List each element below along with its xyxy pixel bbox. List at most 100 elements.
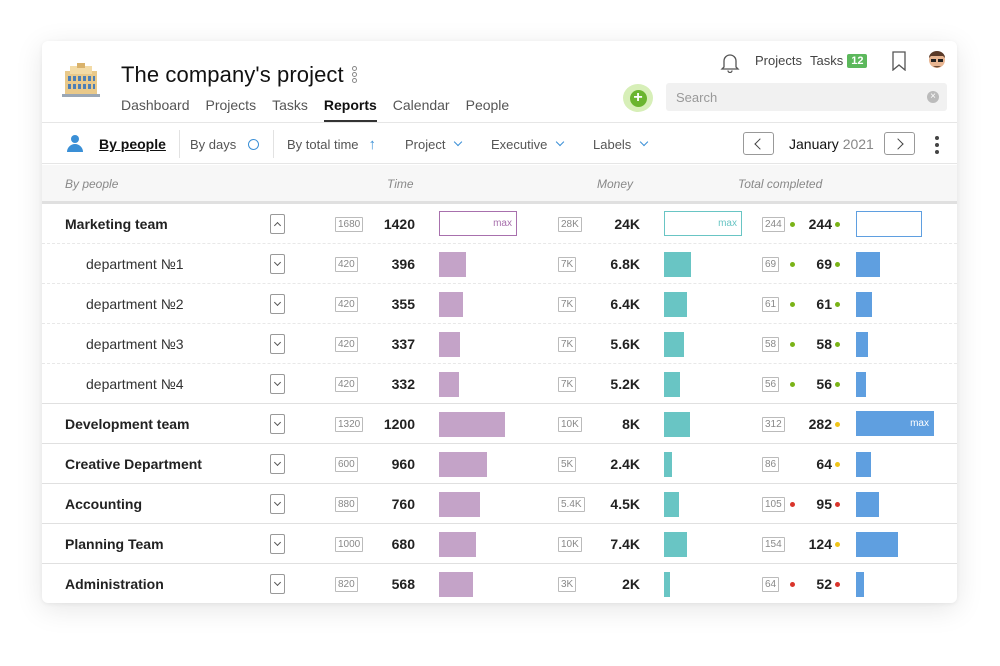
by-people-tab[interactable]: By people (99, 136, 166, 152)
chevron-down-icon[interactable] (270, 254, 285, 274)
executive-dropdown-label: Executive (491, 136, 548, 152)
project-dropdown-label: Project (405, 136, 446, 152)
nav-reports[interactable]: Reports (323, 97, 377, 122)
toggle-arrow (273, 418, 282, 427)
money-value: 5.6K (602, 324, 640, 364)
labels-dropdown[interactable]: Labels (593, 123, 649, 165)
time-capacity: 820 (335, 564, 358, 603)
clear-search-icon[interactable]: × (927, 91, 939, 103)
done-capacity-value: 244 (762, 216, 785, 232)
time-value-text: 1420 (383, 216, 415, 232)
time-capacity-value: 420 (335, 376, 358, 392)
status-dot (835, 364, 840, 404)
table-row[interactable]: Creative Department 600 960 5K 2.4K 86 64 (42, 443, 957, 483)
done-value-text: 244 (808, 216, 832, 232)
table-row[interactable]: Marketing team 1680 1420 max 28K 24K max 244 244 (42, 203, 957, 243)
more-options-icon[interactable] (935, 136, 939, 157)
status-dot-mark (790, 221, 795, 227)
money-value-text: 8K (622, 416, 640, 432)
money-capacity-value: 7K (558, 376, 577, 392)
expand-toggle[interactable] (270, 444, 285, 484)
expand-toggle[interactable] (270, 204, 285, 244)
nav-projects[interactable]: Projects (205, 97, 257, 113)
time-bar-max: max (439, 211, 517, 236)
table-row[interactable]: Accounting 880 760 5.4K 4.5K 105 95 (42, 483, 957, 523)
time-bar (439, 572, 473, 597)
status-dot-mark (835, 261, 840, 267)
chevron-down-icon[interactable] (270, 374, 285, 394)
nav-dashboard[interactable]: Dashboard (121, 97, 190, 113)
money-value: 4.5K (602, 484, 640, 524)
col-by-people[interactable]: By people (65, 177, 119, 191)
by-total-time-sort[interactable]: By total time ↑ (287, 123, 376, 165)
time-value: 568 (383, 564, 415, 603)
status-dot-mark (835, 221, 840, 227)
bell-icon[interactable] (719, 51, 741, 73)
money-capacity-value: 3K (558, 576, 577, 592)
by-total-time-label: By total time (287, 136, 359, 152)
done-value: 124 (802, 524, 832, 564)
money-capacity: 28K (558, 204, 582, 244)
table-subrow[interactable]: department №4 420 332 7K 5.2K 56 56 (42, 363, 957, 403)
row-name: department №1 (86, 256, 184, 272)
table-subrow[interactable]: department №3 420 337 7K 5.6K 58 58 (42, 323, 957, 363)
chevron-down-icon[interactable] (270, 574, 285, 594)
chevron-down-icon[interactable] (270, 294, 285, 314)
nav-people[interactable]: People (465, 97, 510, 113)
table-row[interactable]: Development team 1320 1200 10K 8K 312 282 max (42, 403, 957, 443)
expand-toggle[interactable] (270, 324, 285, 364)
add-button[interactable]: + (623, 84, 653, 112)
expand-toggle[interactable] (270, 364, 285, 404)
money-value: 6.4K (602, 284, 640, 324)
money-value: 24K (602, 204, 640, 244)
chevron-down-icon[interactable] (270, 414, 285, 434)
nav-tasks[interactable]: Tasks (272, 97, 308, 113)
expand-toggle[interactable] (270, 564, 285, 603)
by-days-tab[interactable]: By days (190, 123, 260, 165)
chevron-down-icon[interactable] (270, 494, 285, 514)
expand-toggle[interactable] (270, 244, 285, 284)
status-dot-mark (790, 581, 795, 587)
avatar[interactable] (928, 50, 946, 70)
table-subrow[interactable]: department №2 420 355 7K 6.4K 61 61 (42, 283, 957, 323)
row-name: Creative Department (65, 456, 202, 472)
project-menu-icon[interactable] (352, 66, 358, 84)
status-dot (835, 244, 840, 284)
money-capacity-value: 10K (558, 536, 582, 552)
expand-toggle[interactable] (270, 284, 285, 324)
money-bar (664, 372, 680, 397)
project-dropdown[interactable]: Project (405, 123, 463, 165)
time-capacity: 420 (335, 284, 358, 324)
search-input[interactable] (666, 83, 906, 111)
col-time[interactable]: Time (387, 177, 414, 191)
time-capacity: 420 (335, 324, 358, 364)
row-name: Administration (65, 576, 164, 592)
tasks-link[interactable]: Tasks (809, 53, 844, 68)
table-row[interactable]: Administration 820 568 3K 2K 64 52 (42, 563, 957, 603)
time-capacity: 1320 (335, 404, 364, 444)
table-row[interactable]: Planning Team 1000 680 10K 7.4K 154 124 (42, 523, 957, 563)
next-month-button[interactable] (884, 132, 915, 155)
executive-dropdown[interactable]: Executive (491, 123, 565, 165)
nav-calendar[interactable]: Calendar (392, 97, 450, 113)
expand-toggle[interactable] (270, 404, 285, 444)
expand-toggle[interactable] (270, 524, 285, 564)
expand-toggle[interactable] (270, 484, 285, 524)
projects-link[interactable]: Projects (755, 53, 802, 68)
status-dot (835, 564, 840, 603)
col-money[interactable]: Money (597, 177, 634, 191)
col-total-completed[interactable]: Total completed (738, 177, 823, 191)
chevron-down-icon[interactable] (270, 334, 285, 354)
prev-month-button[interactable] (743, 132, 774, 155)
month-name: January (789, 136, 839, 152)
report-card: The company's project Dashboard Projects… (42, 41, 957, 603)
chevron-down-icon[interactable] (270, 534, 285, 554)
chevron-down-icon (556, 137, 565, 147)
bookmark-icon[interactable] (891, 51, 907, 71)
done-value-text: 58 (816, 336, 832, 352)
chevron-up-icon[interactable] (270, 214, 285, 234)
time-capacity-value: 880 (335, 496, 358, 512)
table-subrow[interactable]: department №1 420 396 7K 6.8K 69 69 (42, 243, 957, 283)
chevron-down-icon[interactable] (270, 454, 285, 474)
page-title: The company's project (121, 62, 344, 87)
